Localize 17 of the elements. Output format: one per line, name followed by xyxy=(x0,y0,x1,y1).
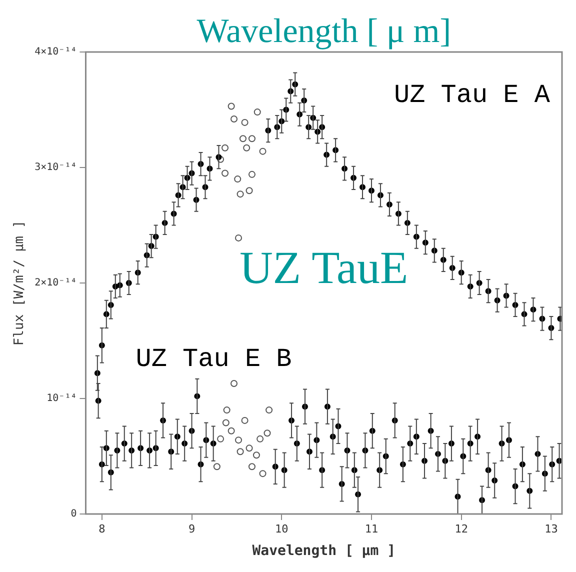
x-tick-label: 10 xyxy=(275,522,288,536)
x-tick-label: 9 xyxy=(188,522,196,536)
x-tick-label: 8 xyxy=(98,522,106,536)
series-label: UZ Tau E B xyxy=(136,344,292,374)
y-tick-label: 2×10⁻¹⁴ xyxy=(34,278,77,289)
text: Wavelength [ μ m] xyxy=(196,13,452,50)
y-tick-label: 3×10⁻¹⁴ xyxy=(34,162,77,174)
x-tick-label: 13 xyxy=(544,522,558,536)
text: UZ Tau E A xyxy=(394,80,550,110)
y-tick-label: 4×10⁻¹⁴ xyxy=(34,46,77,58)
y-axis-title: Flux [W/m²/ μm ] xyxy=(12,220,28,346)
x-tick-label: 11 xyxy=(364,522,378,536)
x-tick-label: 12 xyxy=(454,522,468,536)
x-axis-title: Wavelength [ μm ] xyxy=(252,543,396,560)
y-tick-label: 10⁻¹⁴ xyxy=(46,393,77,404)
y-tick-label: 0 xyxy=(70,508,77,520)
annotation: UZ TauE xyxy=(240,242,408,293)
